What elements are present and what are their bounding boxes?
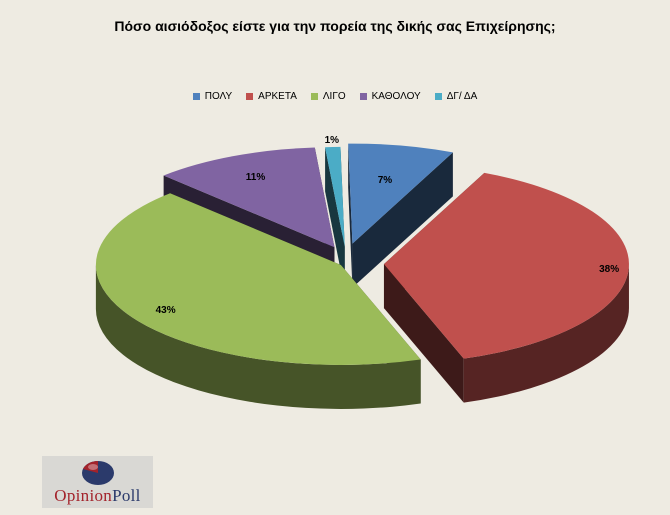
pie-slice (95, 193, 421, 365)
pie-slice (325, 146, 345, 247)
legend-swatch (192, 93, 200, 100)
legend: ΠΟΛΥ ΑΡΚΕΤΑ ΛΙΓΟ ΚΑΘΟΛΟΥ ΔΓ/ ΔΑ (0, 91, 670, 102)
legend-item: ΑΡΚΕΤΑ (246, 91, 297, 102)
pie-slice-wall (348, 143, 353, 288)
pie-slice (163, 147, 335, 248)
pie-slice-wall (352, 152, 453, 288)
legend-swatch (310, 93, 318, 100)
data-label: 38% (599, 264, 619, 275)
pie-slice-side (463, 264, 629, 403)
pie-slice (383, 172, 629, 359)
legend-label: ΠΟΛΥ (204, 91, 233, 102)
legend-item: ΚΑΘΟΛΟΥ (359, 91, 421, 102)
data-label: 43% (156, 305, 176, 316)
legend-label: ΚΑΘΟΛΟΥ (371, 91, 421, 102)
legend-label: ΑΡΚΕΤΑ (258, 91, 297, 102)
pie-slice (348, 143, 453, 244)
legend-swatch (434, 93, 442, 100)
data-label: 7% (378, 175, 393, 186)
data-label: 1% (325, 135, 340, 146)
pie-slice-side (95, 264, 421, 409)
chart-title: Πόσο αισιόδοξος είστε για την πορεία της… (114, 18, 556, 34)
pie-slice-wall (325, 147, 345, 291)
legend-swatch (246, 93, 254, 100)
legend-label: ΛΙΓΟ (322, 91, 346, 102)
legend-item: ΔΓ/ ΔΑ (434, 91, 478, 102)
legend-label: ΔΓ/ ΔΑ (446, 91, 478, 102)
pie-slice-wall (383, 264, 464, 403)
legend-item: ΛΙΓΟ (310, 91, 346, 102)
logo-mark-icon (82, 461, 114, 485)
opinionpoll-logo: OpinionPoll (42, 456, 153, 508)
legend-item: ΠΟΛΥ (192, 91, 233, 102)
data-label: 11% (246, 172, 266, 183)
legend-swatch (359, 93, 367, 100)
logo-text: OpinionPoll (54, 486, 141, 505)
